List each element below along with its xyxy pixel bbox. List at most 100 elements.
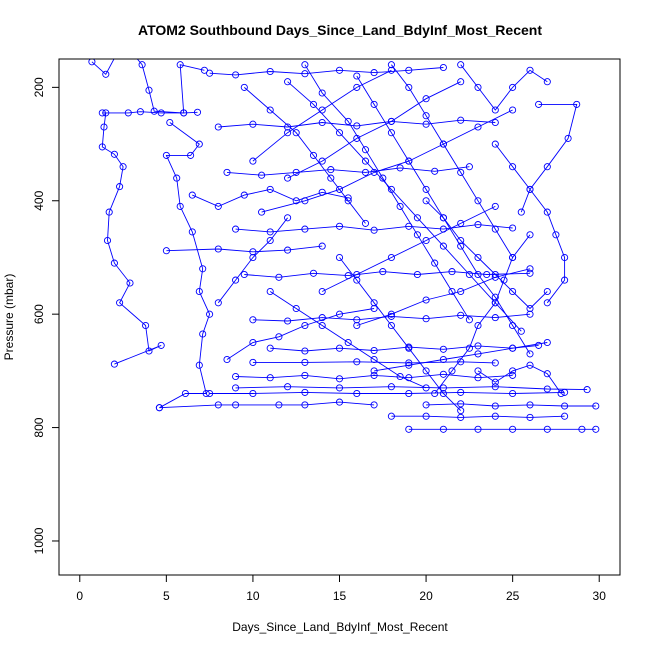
data-point	[173, 174, 181, 182]
data-point	[240, 83, 248, 91]
data-point	[249, 253, 257, 262]
data-point	[474, 342, 482, 350]
data-point	[309, 151, 318, 159]
data-point	[116, 299, 124, 307]
data-point	[439, 345, 447, 353]
data-point	[509, 321, 517, 330]
data-point	[422, 185, 430, 193]
data-point	[457, 116, 465, 124]
data-point	[431, 259, 439, 267]
data-point	[474, 374, 482, 382]
data-point	[335, 344, 344, 352]
data-point	[150, 107, 158, 115]
data-point	[232, 372, 240, 381]
data-point	[439, 242, 447, 250]
data-point	[509, 344, 517, 352]
data-point	[318, 314, 326, 322]
data-point	[292, 304, 300, 313]
data-point	[266, 228, 274, 236]
data-point	[387, 253, 395, 262]
data-point	[266, 374, 274, 382]
series-line	[218, 119, 496, 128]
data-point	[195, 361, 203, 369]
data-point	[105, 208, 113, 216]
data-point	[535, 100, 543, 108]
data-point	[491, 314, 499, 322]
data-point	[223, 355, 231, 364]
data-point	[387, 412, 395, 420]
series-line	[494, 143, 566, 304]
data-point	[266, 236, 274, 245]
data-point	[249, 389, 257, 398]
data-point	[592, 402, 600, 410]
data-point	[500, 276, 508, 284]
data-point	[517, 327, 525, 335]
data-point	[214, 123, 222, 131]
data-point	[387, 321, 395, 330]
data-point	[301, 225, 309, 233]
data-point	[292, 197, 300, 205]
data-point	[526, 66, 534, 74]
data-point	[353, 316, 361, 324]
data-point	[370, 355, 378, 364]
data-point	[422, 401, 430, 409]
series-line	[235, 386, 588, 391]
y-tick-label: 200	[32, 77, 46, 97]
data-point	[318, 321, 326, 330]
data-point	[561, 276, 569, 284]
data-point	[474, 321, 482, 330]
data-point	[491, 140, 499, 148]
data-point	[309, 100, 318, 108]
series-line	[159, 122, 211, 409]
data-point	[457, 311, 465, 319]
data-point	[181, 389, 189, 398]
data-point	[138, 61, 146, 69]
data-point	[526, 310, 534, 318]
data-point	[543, 338, 551, 347]
data-point	[120, 39, 126, 45]
data-point	[353, 321, 361, 330]
data-point	[353, 389, 361, 398]
data-point	[232, 225, 240, 233]
data-point	[335, 398, 344, 406]
data-point	[318, 118, 326, 127]
data-point	[465, 316, 473, 324]
data-point	[491, 293, 499, 301]
series-line	[425, 200, 548, 310]
data-point	[535, 341, 543, 349]
data-point	[110, 360, 118, 368]
data-point	[232, 71, 240, 79]
data-point	[335, 384, 344, 392]
data-point	[379, 174, 387, 182]
data-point	[301, 321, 309, 330]
data-point	[422, 384, 430, 392]
data-point	[491, 225, 499, 233]
data-point	[370, 168, 378, 176]
data-point	[98, 109, 106, 117]
series-line	[166, 245, 323, 253]
data-point	[422, 120, 430, 128]
data-point	[284, 214, 292, 222]
data-point	[370, 100, 378, 108]
x-tick-label: 25	[506, 589, 520, 603]
data-point	[370, 299, 378, 307]
series-line	[287, 81, 461, 179]
data-point	[266, 106, 274, 114]
series-line	[91, 59, 205, 114]
data-point	[405, 359, 413, 367]
data-point	[284, 129, 292, 137]
data-point	[413, 214, 421, 222]
data-point	[509, 287, 517, 296]
data-point	[491, 383, 499, 391]
data-point	[318, 157, 326, 165]
data-point	[483, 270, 491, 279]
series-line	[159, 401, 375, 409]
data-point	[526, 304, 534, 313]
data-point	[439, 214, 447, 222]
data-point	[592, 425, 600, 433]
data-point	[353, 72, 361, 80]
data-point	[387, 117, 395, 125]
data-point	[439, 384, 447, 392]
data-point	[526, 231, 534, 239]
